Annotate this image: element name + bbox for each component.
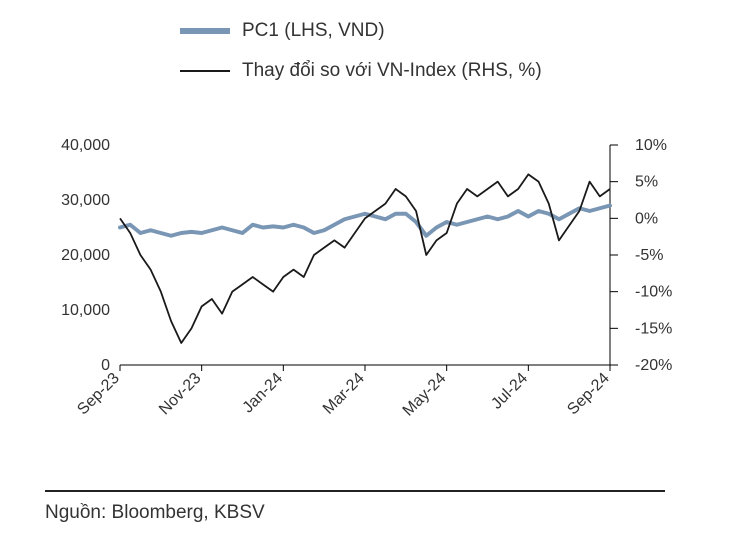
chart-svg: 010,00020,00030,00040,000-20%-15%-10%-5%… [40, 130, 700, 470]
svg-text:Mar-24: Mar-24 [320, 370, 368, 418]
svg-text:-20%: -20% [635, 357, 672, 374]
legend-item-1: PC1 (LHS, VND) [180, 20, 542, 42]
svg-text:May-24: May-24 [400, 370, 450, 420]
svg-text:Jul-24: Jul-24 [488, 370, 531, 413]
svg-text:Jan-24: Jan-24 [240, 370, 287, 417]
svg-text:40,000: 40,000 [61, 137, 110, 154]
legend: PC1 (LHS, VND) Thay đổi so với VN-Index … [180, 20, 542, 100]
legend-item-2: Thay đổi so với VN-Index (RHS, %) [180, 60, 542, 82]
legend-swatch-change [180, 70, 230, 72]
svg-text:0%: 0% [635, 210, 658, 227]
chart-area: 010,00020,00030,00040,000-20%-15%-10%-5%… [40, 130, 700, 430]
legend-label-pc1: PC1 (LHS, VND) [242, 20, 385, 42]
source-text: Nguồn: Bloomberg, KBSV [45, 490, 665, 524]
svg-text:Sep-23: Sep-23 [74, 370, 123, 419]
legend-label-change: Thay đổi so với VN-Index (RHS, %) [242, 60, 542, 82]
svg-text:30,000: 30,000 [61, 192, 110, 209]
svg-text:20,000: 20,000 [61, 247, 110, 264]
chart-container: PC1 (LHS, VND) Thay đổi so với VN-Index … [0, 0, 754, 536]
svg-text:-5%: -5% [635, 247, 663, 264]
svg-text:5%: 5% [635, 174, 658, 191]
svg-text:10%: 10% [635, 137, 667, 154]
svg-text:10,000: 10,000 [61, 302, 110, 319]
svg-text:-15%: -15% [635, 320, 672, 337]
svg-text:Sep-24: Sep-24 [564, 370, 613, 419]
svg-text:-10%: -10% [635, 284, 672, 301]
legend-swatch-pc1 [180, 28, 230, 34]
svg-text:Nov-23: Nov-23 [156, 370, 205, 419]
